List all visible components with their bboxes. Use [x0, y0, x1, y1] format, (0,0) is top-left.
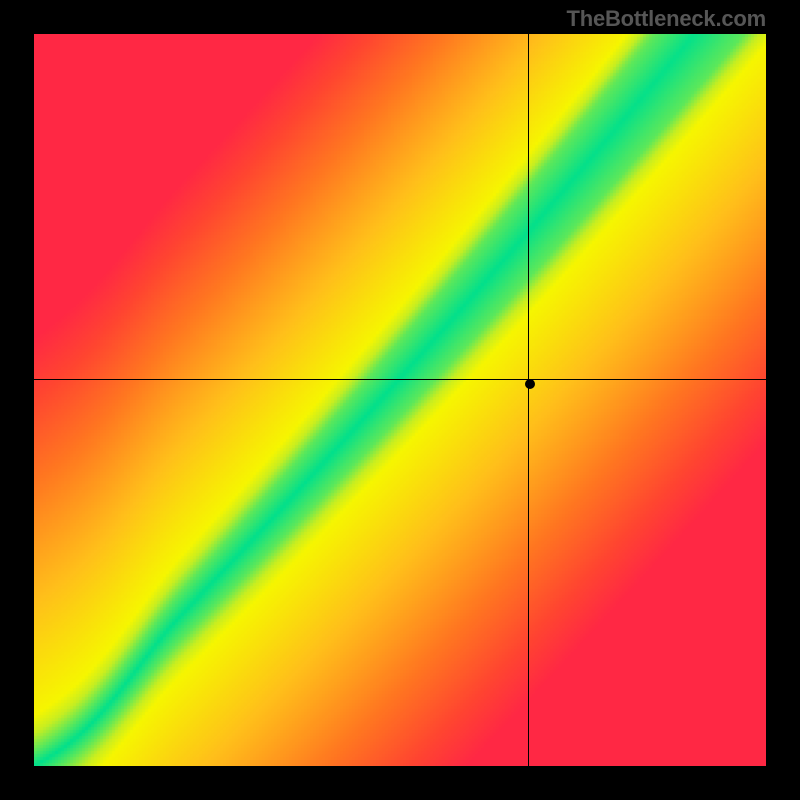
watermark-text: TheBottleneck.com	[566, 6, 766, 32]
marker-dot	[525, 379, 535, 389]
heatmap-canvas	[34, 34, 766, 766]
bottleneck-heatmap-container: TheBottleneck.com	[0, 0, 800, 800]
crosshair-vertical	[528, 34, 529, 766]
crosshair-horizontal	[34, 379, 766, 380]
